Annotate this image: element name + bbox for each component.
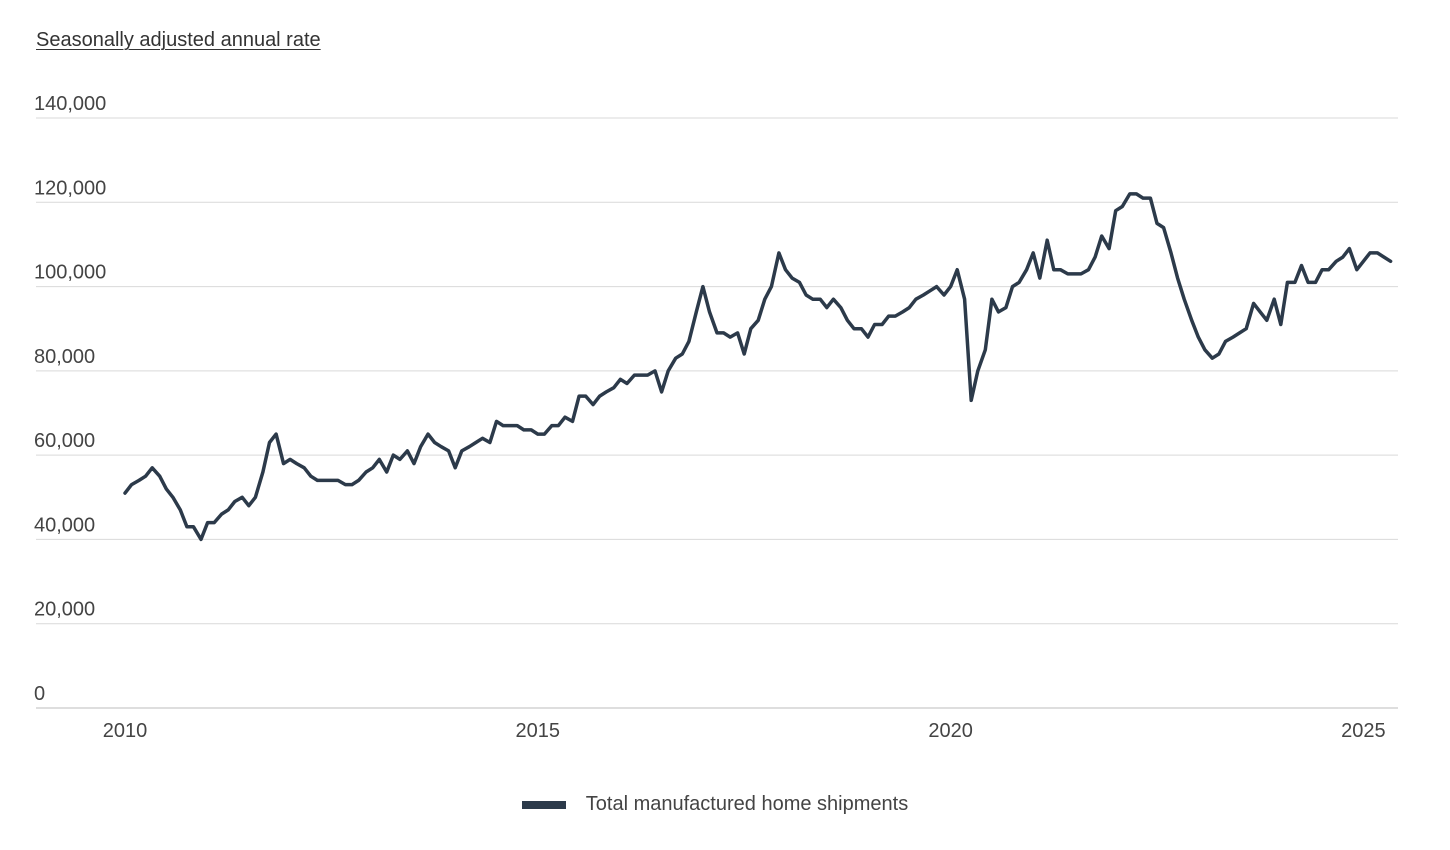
y-tick-label: 140,000: [34, 93, 106, 115]
series-layer: [123, 192, 1393, 542]
y-tick-label: 120,000: [34, 177, 106, 199]
series-line: [123, 192, 1393, 542]
y-tick-label: 100,000: [34, 262, 106, 284]
x-tick-label: 2010: [103, 720, 148, 742]
y-tick-label: 0: [34, 683, 45, 705]
legend-label: Total manufactured home shipments: [585, 793, 909, 815]
y-tick-label: 60,000: [34, 430, 95, 452]
legend: Total manufactured home shipments: [0, 793, 1430, 816]
x-tick-label: 2020: [928, 720, 973, 742]
y-tick-label: 20,000: [34, 599, 95, 621]
y-tick-label: 40,000: [34, 514, 95, 536]
legend-swatch: [521, 800, 566, 809]
gridlines: [36, 117, 1398, 709]
x-tick-labels: 2010 2015 2020 2025: [103, 720, 1386, 742]
y-tick-labels: 0 20,000 40,000 60,000 80,000 100,000 120,000 1…: [34, 93, 106, 705]
x-tick-label: 2015: [516, 720, 561, 742]
y-tick-label: 80,000: [34, 346, 95, 368]
y-axis-label: Seasonally adjusted annual rate: [36, 29, 321, 51]
x-tick-label: 2025: [1341, 720, 1386, 742]
line-chart: 0 20,000 40,000 60,000 80,000 100,000 120,000 1…: [34, 93, 1398, 742]
